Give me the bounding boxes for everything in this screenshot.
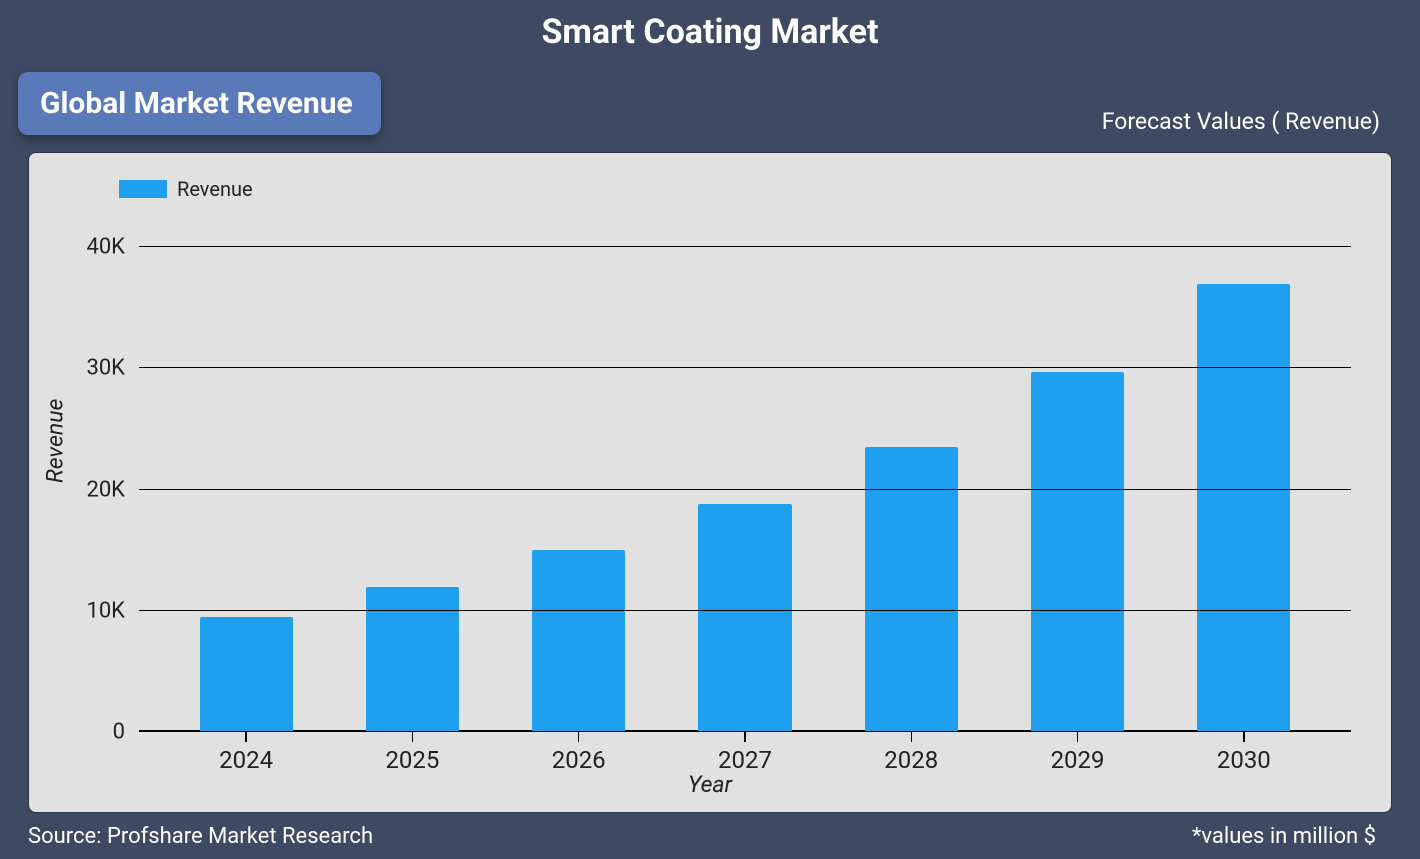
bars-container: 2024202520262027202820292030 xyxy=(139,223,1351,732)
chart-panel: Revenue Revenue 202420252026202720282029… xyxy=(28,152,1392,813)
xtick-label: 2027 xyxy=(718,746,772,774)
legend-swatch xyxy=(119,180,167,198)
bar xyxy=(698,504,791,732)
bar-slot: 2025 xyxy=(329,223,495,732)
footer-note: *values in million $ xyxy=(1192,824,1376,849)
main-title: Smart Coating Market xyxy=(0,0,1420,52)
ytick-label: 30K xyxy=(86,356,125,381)
gridline xyxy=(139,610,1351,611)
y-axis-label: Revenue xyxy=(42,398,69,482)
ytick-label: 10K xyxy=(86,598,125,623)
infographic-container: Smart Coating Market Global Market Reven… xyxy=(0,0,1420,859)
plot-area: 2024202520262027202820292030 010K20K30K4… xyxy=(139,223,1351,732)
xtick-label: 2030 xyxy=(1217,746,1271,774)
ytick-label: 0 xyxy=(113,720,125,745)
bar xyxy=(1197,284,1290,732)
gridline xyxy=(139,489,1351,490)
xtick-label: 2026 xyxy=(552,746,606,774)
bar-slot: 2030 xyxy=(1161,223,1327,732)
bar xyxy=(366,587,459,732)
xtick-mark xyxy=(1077,732,1079,742)
ytick-label: 20K xyxy=(86,477,125,502)
badge-global-market-revenue: Global Market Revenue xyxy=(18,72,381,135)
xtick-mark xyxy=(1243,732,1245,742)
xtick-label: 2029 xyxy=(1051,746,1105,774)
gridline xyxy=(139,731,1351,732)
bar xyxy=(1031,372,1124,732)
gridline xyxy=(139,246,1351,247)
xtick-mark xyxy=(245,732,247,742)
bar xyxy=(200,617,293,732)
bar-slot: 2024 xyxy=(163,223,329,732)
xtick-label: 2025 xyxy=(385,746,439,774)
xtick-mark xyxy=(911,732,913,742)
xtick-label: 2024 xyxy=(219,746,273,774)
bar-slot: 2027 xyxy=(662,223,828,732)
xtick-label: 2028 xyxy=(884,746,938,774)
xtick-mark xyxy=(744,732,746,742)
legend-label: Revenue xyxy=(177,177,253,201)
bar xyxy=(532,550,625,732)
legend: Revenue xyxy=(119,177,253,201)
bar-slot: 2029 xyxy=(994,223,1160,732)
bar xyxy=(865,447,958,732)
x-axis-label: Year xyxy=(688,771,732,798)
bar-slot: 2028 xyxy=(828,223,994,732)
bar-slot: 2026 xyxy=(496,223,662,732)
xtick-mark xyxy=(578,732,580,742)
ytick-label: 40K xyxy=(86,235,125,260)
footer-source: Source: Profshare Market Research xyxy=(28,824,373,849)
forecast-label: Forecast Values ( Revenue) xyxy=(1102,108,1380,135)
xtick-mark xyxy=(412,732,414,742)
gridline xyxy=(139,367,1351,368)
